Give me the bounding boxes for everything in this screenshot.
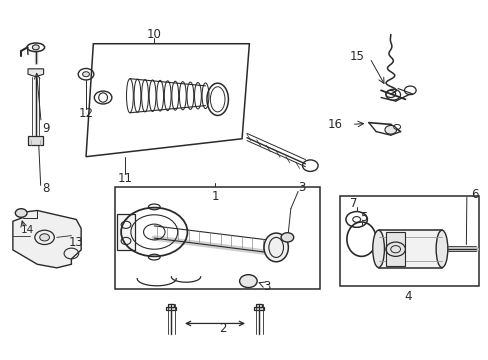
Text: 6: 6	[470, 188, 478, 201]
Text: 2: 2	[218, 322, 226, 335]
Ellipse shape	[435, 230, 447, 267]
Bar	[115, 187, 320, 289]
Text: 9: 9	[41, 122, 49, 135]
Bar	[28, 136, 43, 145]
Text: 16: 16	[326, 118, 342, 131]
Bar	[117, 214, 135, 250]
Bar	[339, 196, 478, 286]
Text: 7: 7	[350, 197, 357, 210]
Ellipse shape	[239, 275, 257, 288]
Text: 13: 13	[69, 236, 83, 249]
Bar	[166, 307, 176, 310]
Ellipse shape	[40, 234, 49, 241]
Text: 3: 3	[298, 181, 305, 194]
Text: 15: 15	[348, 50, 364, 63]
Bar	[385, 232, 405, 266]
Text: 12: 12	[79, 107, 93, 120]
Text: 5: 5	[360, 211, 367, 224]
Ellipse shape	[82, 72, 89, 77]
Ellipse shape	[15, 209, 27, 217]
Text: 11: 11	[117, 172, 132, 185]
Polygon shape	[28, 69, 43, 77]
Bar	[254, 307, 264, 310]
Ellipse shape	[32, 45, 39, 50]
Text: 3: 3	[262, 280, 269, 293]
Text: 14: 14	[21, 225, 34, 235]
Ellipse shape	[384, 126, 396, 134]
Ellipse shape	[372, 230, 384, 267]
Ellipse shape	[264, 233, 288, 262]
Text: 4: 4	[403, 290, 411, 303]
Ellipse shape	[281, 233, 293, 242]
Text: 10: 10	[146, 28, 162, 41]
Text: 1: 1	[211, 190, 219, 203]
Bar	[378, 230, 441, 268]
Bar	[168, 305, 174, 307]
Bar	[256, 305, 262, 307]
Polygon shape	[13, 211, 81, 268]
Polygon shape	[86, 44, 249, 157]
Text: 8: 8	[42, 183, 49, 195]
